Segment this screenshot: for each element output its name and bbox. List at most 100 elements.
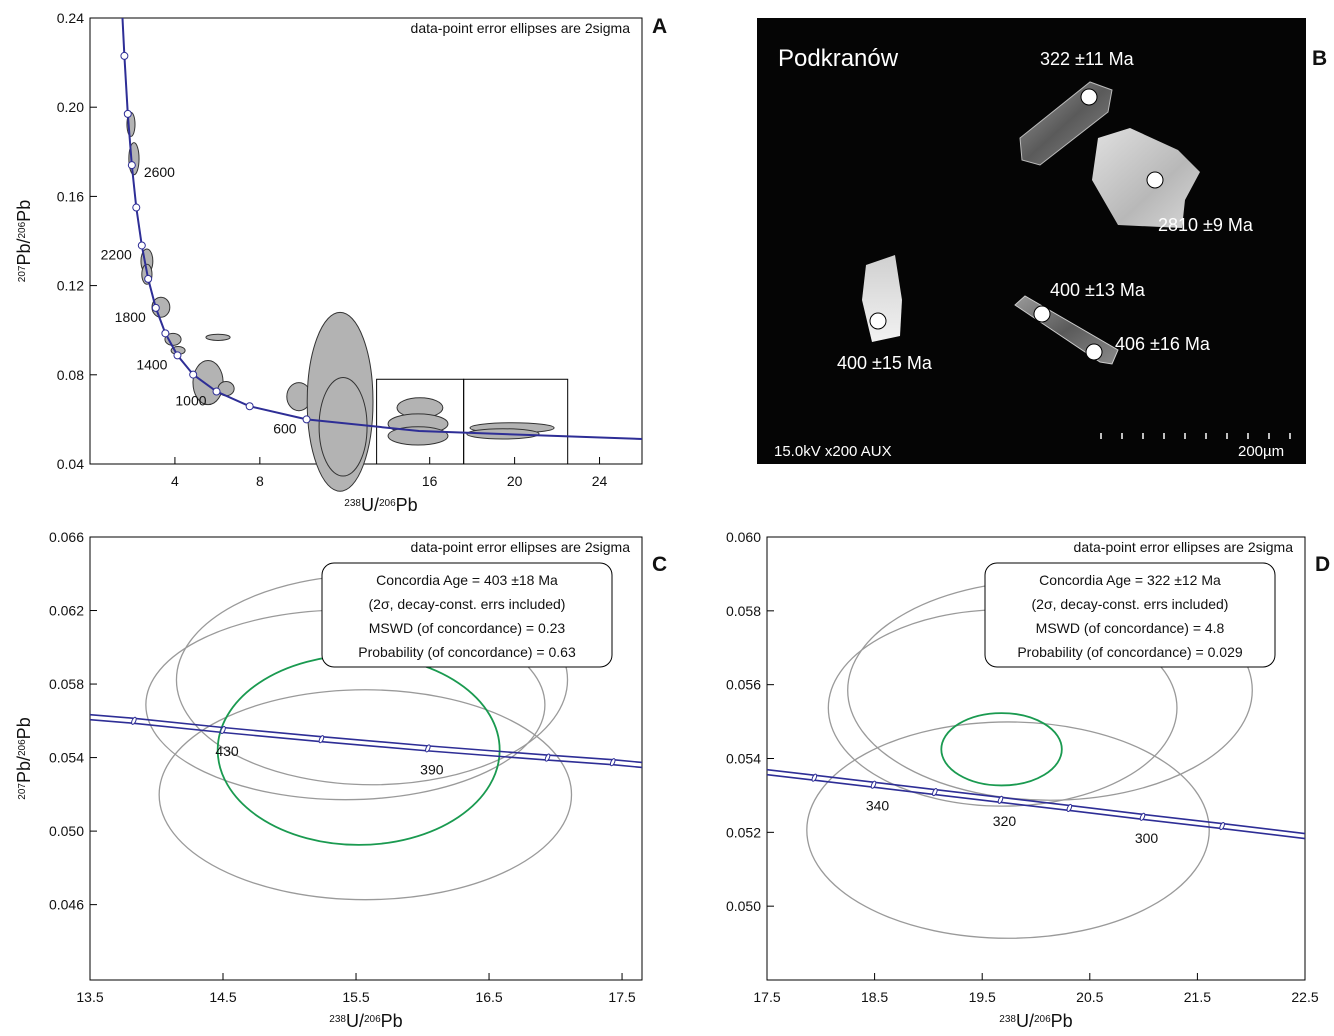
- summary-line: Probability (of concordance) = 0.029: [1017, 644, 1243, 660]
- concordia-age-label: 340: [866, 798, 890, 814]
- y-axis-label-part: 206: [17, 739, 28, 756]
- y-axis-label-part: 207: [17, 265, 28, 282]
- zircon-grain: [1092, 128, 1200, 228]
- concordia-age-label: 430: [215, 743, 239, 759]
- concordia-age-label: 1400: [136, 356, 167, 372]
- panel-letter: C: [652, 553, 667, 576]
- concordia-age-marker: [318, 735, 325, 744]
- plot-frame: [89, 536, 643, 981]
- x-axis-label: 238U/206Pb: [999, 1011, 1072, 1031]
- concordia-age-ellipse: [216, 654, 501, 846]
- x-tick-label: 21.5: [1184, 989, 1211, 1005]
- zoom-box: [463, 378, 569, 465]
- note: data-point error ellipses are 2sigma: [411, 20, 631, 36]
- concordia-age-marker: [131, 716, 137, 725]
- y-tick-label: 0.050: [49, 823, 84, 839]
- x-tick-label: 19.5: [969, 989, 996, 1005]
- y-tick-label: 0.16: [57, 188, 84, 204]
- analysis-spot: [869, 312, 887, 330]
- x-axis-label-part: Pb: [381, 1011, 403, 1031]
- analysis-spot: [1080, 88, 1098, 106]
- concordia-age-label: 390: [420, 761, 444, 777]
- summary-box: [984, 562, 1276, 668]
- concordia-age-ellipse: [940, 712, 1063, 787]
- concordia-age-marker: [137, 241, 146, 250]
- concordia-age-marker: [1139, 812, 1146, 821]
- concordia-age-marker: [245, 402, 254, 411]
- y-tick-label: 0.12: [57, 278, 84, 294]
- y-axis-label-part: Pb/: [14, 756, 34, 783]
- panel-letter: B: [1312, 47, 1327, 70]
- x-tick-label: 16: [422, 473, 438, 489]
- plot-frame: [89, 17, 643, 465]
- y-axis-label: 207Pb/206Pb: [14, 200, 34, 282]
- concordia-age-marker: [811, 773, 818, 782]
- summary-line: MSWD (of concordance) = 0.23: [369, 620, 566, 636]
- y-axis-label-part: 207: [17, 783, 28, 800]
- concordia-age-marker: [127, 161, 136, 170]
- concordia-age-label: 320: [993, 813, 1017, 829]
- concordia-curve: [766, 773, 1306, 840]
- panel-letter: D: [1315, 553, 1330, 576]
- x-axis-label-part: 238: [344, 498, 361, 509]
- concordia-age-marker: [220, 725, 226, 735]
- concordia-age-label: 2600: [144, 164, 175, 180]
- y-tick-label: 0.08: [57, 367, 84, 383]
- y-tick-label: 0.062: [49, 603, 84, 619]
- x-axis-label-part: 238: [329, 1014, 346, 1025]
- error-ellipse: [318, 376, 368, 477]
- x-tick-label: 8: [256, 473, 264, 489]
- y-axis-label: 207Pb/206Pb: [14, 717, 34, 799]
- concordia-curve: [89, 718, 643, 769]
- x-tick-label: 15.5: [342, 989, 369, 1005]
- summary-line: MSWD (of concordance) = 4.8: [1036, 620, 1225, 636]
- y-axis-label-part: Pb: [14, 717, 34, 739]
- concordia-age-label: 2200: [101, 246, 132, 262]
- x-tick-label: 16.5: [475, 989, 502, 1005]
- concordia-age-label: 300: [1135, 830, 1159, 846]
- concordia-age-label: 600: [273, 420, 297, 436]
- concordia-age-marker: [144, 274, 153, 283]
- concordia-age-marker: [544, 753, 551, 762]
- x-axis-label-part: 206: [379, 498, 396, 509]
- analysis-spot: [1085, 343, 1103, 361]
- x-tick-label: 20: [507, 473, 523, 489]
- x-tick-label: 14.5: [209, 989, 236, 1005]
- x-tick-label: 13.5: [76, 989, 103, 1005]
- y-tick-label: 0.050: [726, 898, 761, 914]
- y-tick-label: 0.20: [57, 99, 84, 115]
- y-tick-label: 0.058: [49, 676, 84, 692]
- concordia-age-marker: [123, 109, 132, 118]
- x-axis-label-part: Pb: [396, 495, 418, 515]
- scale-label: 200µm: [1238, 443, 1284, 460]
- summary-box: [321, 562, 613, 668]
- concordia-age-marker: [189, 370, 198, 379]
- y-axis-label-part: Pb: [14, 200, 34, 222]
- summary-line: Concordia Age = 403 ±18 Ma: [376, 572, 558, 588]
- x-tick-label: 17.5: [753, 989, 780, 1005]
- x-tick-label: 4: [171, 473, 179, 489]
- summary-line: Concordia Age = 322 ±12 Ma: [1039, 572, 1221, 588]
- note: data-point error ellipses are 2sigma: [1074, 539, 1294, 555]
- concordia-age-marker: [151, 303, 160, 312]
- y-tick-label: 0.058: [726, 603, 761, 619]
- summary-line: (2σ, decay-const. errs included): [369, 596, 566, 612]
- concordia-curve: [89, 713, 643, 764]
- concordia-age-marker: [609, 758, 616, 767]
- x-tick-label: 18.5: [861, 989, 888, 1005]
- y-axis-label-part: 206: [17, 221, 28, 238]
- concordia-age-label: 1000: [175, 393, 206, 409]
- y-tick-label: 0.04: [57, 456, 84, 472]
- y-tick-label: 0.056: [726, 677, 761, 693]
- x-axis-label-part: 206: [364, 1014, 381, 1025]
- concordia-age-marker: [1066, 803, 1073, 812]
- concordia-age-marker: [212, 387, 221, 396]
- summary-line: (2σ, decay-const. errs included): [1032, 596, 1229, 612]
- y-tick-label: 0.24: [57, 10, 84, 26]
- y-tick-label: 0.052: [726, 824, 761, 840]
- analysis-spot: [1146, 171, 1164, 189]
- x-axis-label: 238U/206Pb: [329, 1011, 402, 1031]
- concordia-age-marker: [870, 780, 877, 789]
- analysis-spot: [1033, 305, 1051, 323]
